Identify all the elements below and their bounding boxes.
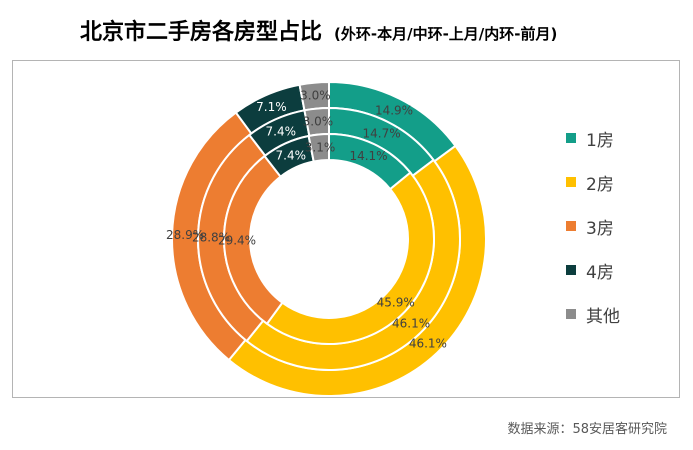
chart-subtitle: (外环-本月/中环-上月/内环-前月) [334, 25, 558, 43]
outer-ring-label-4br: 7.1% [256, 100, 287, 114]
middle-ring-label-2br: 46.1% [392, 317, 430, 331]
data-source-note: 数据来源：58安居客研究院 [507, 422, 667, 437]
inner-ring-label-4br: 7.4% [276, 148, 307, 162]
legend-item-other: 其他 [566, 292, 620, 336]
inner-ring-label-2br: 45.9% [377, 295, 415, 309]
legend-swatch-1br [566, 133, 576, 143]
legend-label-other: 其他 [586, 306, 620, 327]
legend-item-2br: 2房 [566, 160, 620, 204]
legend-item-1br: 1房 [566, 116, 620, 160]
legend-label-3br: 3房 [586, 218, 614, 239]
legend-swatch-2br [566, 177, 576, 187]
title-row: 北京市二手房各房型占比 (外环-本月/中环-上月/内环-前月) [80, 14, 557, 46]
legend-swatch-other [566, 309, 576, 319]
inner-ring-label-1br: 14.1% [349, 149, 387, 163]
donut-data-labels: 14.9% 46.1% 28.9% 7.1% 3.0% 14.7% 46.1% 28.8% 7.… [166, 89, 447, 351]
chart-area-frame [12, 60, 680, 398]
donut-segments [171, 80, 487, 397]
chart-title: 北京市二手房各房型占比 [80, 20, 323, 45]
outer-ring-label-1br: 14.9% [375, 104, 413, 118]
outer-ring-label-2br: 46.1% [409, 337, 447, 351]
inner-ring-label-other: 3.1% [305, 140, 336, 154]
middle-ring-label-other: 3.0% [303, 115, 334, 129]
inner-ring-segment-other [307, 132, 330, 163]
inner-ring-label-3br: 29.4% [218, 233, 256, 247]
legend-label-2br: 2房 [586, 174, 614, 195]
middle-ring-label-3br: 28.8% [192, 231, 230, 245]
legend-swatch-4br [566, 265, 576, 275]
legend-item-3br: 3房 [566, 204, 620, 248]
legend-label-4br: 4房 [586, 262, 614, 283]
middle-ring-label-4br: 7.4% [266, 124, 297, 138]
middle-ring-label-1br: 14.7% [363, 126, 401, 140]
inner-ring-segment-2br [265, 171, 435, 345]
legend-label-1br: 1房 [586, 130, 614, 151]
legend: 1房 2房 3房 4房 其他 [566, 116, 620, 336]
outer-ring-label-other: 3.0% [300, 89, 331, 103]
legend-swatch-3br [566, 221, 576, 231]
outer-ring-label-3br: 28.9% [166, 228, 204, 242]
legend-item-4br: 4房 [566, 248, 620, 292]
